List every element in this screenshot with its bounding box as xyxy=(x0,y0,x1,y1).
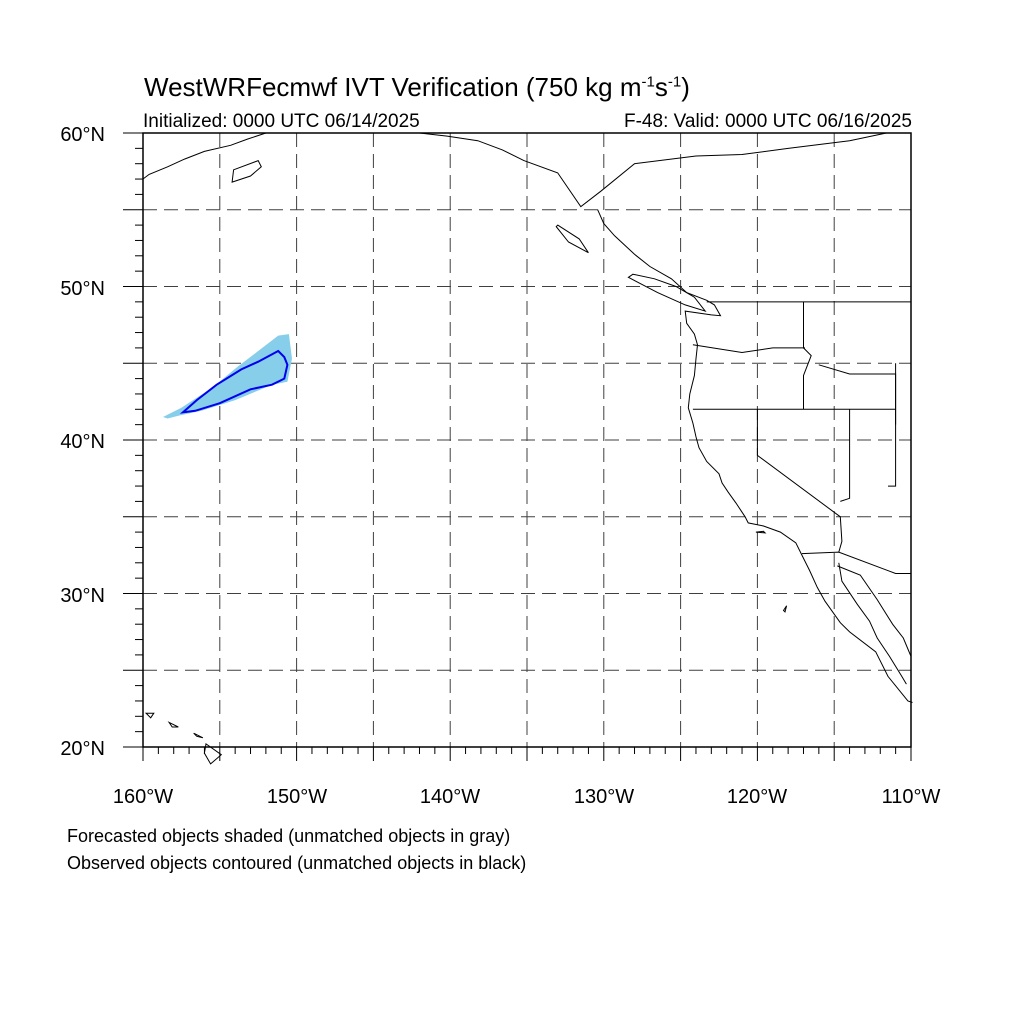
channel-islands xyxy=(755,530,767,534)
lon-label-140w: 140°W xyxy=(419,786,481,808)
border-ca-nv-az xyxy=(756,409,843,553)
border-id-east xyxy=(803,301,812,410)
guadalupe-island xyxy=(782,605,788,613)
coastlines xyxy=(142,132,913,765)
maui xyxy=(193,732,204,739)
lat-label-20: 20°N xyxy=(60,738,105,760)
border-id-wy xyxy=(818,364,897,425)
hawaii-big-island xyxy=(203,743,223,765)
coast-gulf-california-west xyxy=(838,562,907,685)
border-us-mexico xyxy=(801,551,911,574)
lon-label-160w: 160°W xyxy=(112,786,174,808)
caption-observed: Observed objects contoured (unmatched ob… xyxy=(67,853,527,873)
lon-label-130w: 130°W xyxy=(573,786,635,808)
lon-label-120w: 120°W xyxy=(726,786,788,808)
observed-object-contour xyxy=(179,349,289,414)
plot-title: WestWRFecmwf IVT Verification (750 kg m-… xyxy=(144,72,690,102)
lon-label-150w: 150°W xyxy=(266,786,328,808)
border-nv-ut xyxy=(840,409,851,502)
coast-alaska-peninsula xyxy=(142,132,267,180)
lat-label-50: 50°N xyxy=(60,278,105,300)
forecast-object-shaded xyxy=(163,334,292,419)
map-grid xyxy=(143,133,911,747)
lat-label-40: 40°N xyxy=(60,431,105,453)
haida-gwaii xyxy=(555,224,589,254)
lat-label-30: 30°N xyxy=(60,585,105,607)
coast-west-north-america xyxy=(597,209,913,703)
oahu xyxy=(167,721,179,728)
caption-forecast: Forecasted objects shaded (unmatched obj… xyxy=(67,826,511,846)
lon-label-110w: 110°W xyxy=(881,786,941,808)
valid-time: F-48: Valid: 0000 UTC 06/16/2025 xyxy=(624,111,912,132)
axis-ticks xyxy=(123,132,912,761)
border-ut-east xyxy=(888,363,897,487)
kauai xyxy=(144,712,155,719)
state-borders xyxy=(692,301,911,574)
map-frame xyxy=(142,132,912,748)
coast-alaska-panhandle xyxy=(419,132,887,208)
kodiak-island xyxy=(231,159,262,183)
lat-label-60: 60°N xyxy=(60,124,105,146)
border-wa-or xyxy=(692,344,805,354)
initialized-time: Initialized: 0000 UTC 06/14/2025 xyxy=(143,111,420,132)
vancouver-island xyxy=(627,273,707,313)
